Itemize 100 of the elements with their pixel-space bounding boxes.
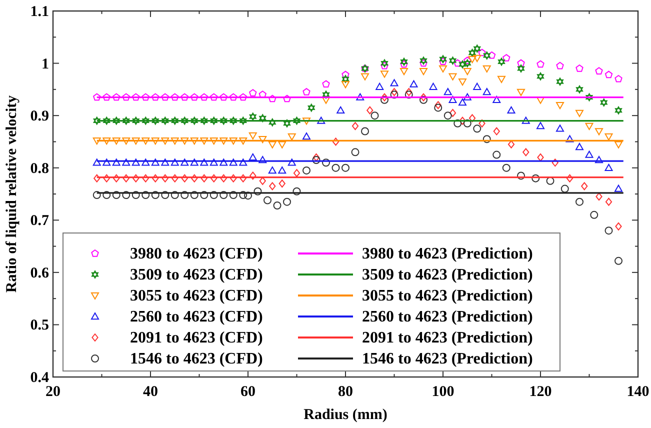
- point: [132, 116, 140, 125]
- legend-label: 3980 to 4623 (CFD): [130, 246, 263, 262]
- point: [92, 158, 101, 166]
- point: [615, 222, 622, 230]
- point: [190, 116, 198, 125]
- point: [122, 93, 130, 101]
- point: [92, 138, 101, 145]
- point: [502, 54, 510, 62]
- point: [361, 127, 369, 136]
- point: [536, 60, 544, 68]
- point: [172, 174, 178, 182]
- point: [454, 119, 462, 128]
- point: [380, 96, 388, 104]
- point: [152, 116, 159, 125]
- point: [380, 62, 388, 70]
- point: [448, 73, 457, 80]
- point: [517, 59, 525, 67]
- point: [230, 93, 238, 101]
- point: [132, 93, 140, 101]
- point: [170, 138, 179, 145]
- point: [268, 94, 276, 102]
- point: [112, 158, 120, 166]
- point: [576, 64, 584, 72]
- point: [142, 191, 150, 200]
- point: [420, 93, 427, 102]
- legend-label: 2560 to 4623 (Prediction): [362, 308, 533, 326]
- point: [522, 116, 530, 124]
- y-tick-label: 0.8: [30, 160, 49, 177]
- point: [162, 116, 169, 125]
- point: [400, 68, 408, 76]
- point: [536, 72, 544, 80]
- legend-label: 3055 to 4623 (CFD): [130, 288, 263, 304]
- point: [229, 158, 238, 166]
- point: [302, 118, 310, 125]
- point: [604, 226, 613, 235]
- point: [112, 191, 120, 200]
- point: [492, 96, 501, 104]
- point: [370, 112, 379, 120]
- point: [448, 96, 457, 104]
- point: [380, 70, 388, 78]
- point: [288, 158, 296, 166]
- point: [400, 58, 408, 66]
- point: [190, 191, 198, 200]
- point: [556, 102, 564, 110]
- point: [449, 108, 456, 117]
- point: [322, 158, 330, 167]
- point: [459, 116, 466, 125]
- point: [474, 44, 481, 53]
- point: [556, 124, 564, 132]
- point: [220, 138, 228, 145]
- point: [614, 256, 622, 265]
- point: [161, 93, 169, 101]
- point: [239, 93, 247, 101]
- point: [576, 110, 584, 117]
- point: [596, 192, 602, 201]
- point: [464, 59, 471, 68]
- point: [151, 158, 160, 166]
- point: [576, 85, 584, 94]
- point: [288, 133, 296, 140]
- point: [230, 116, 237, 125]
- point: [132, 158, 140, 166]
- point: [254, 187, 262, 196]
- point: [210, 138, 218, 145]
- x-axis-title: Radius (mm): [304, 407, 388, 423]
- point: [220, 158, 228, 166]
- point: [200, 158, 208, 166]
- point: [180, 158, 189, 166]
- point: [439, 58, 447, 66]
- point: [517, 64, 525, 73]
- point: [181, 116, 188, 125]
- legend-label: 3509 to 4623 (Prediction): [362, 266, 533, 284]
- x-tick-label: 60: [240, 384, 256, 400]
- point: [142, 138, 150, 145]
- point: [151, 191, 160, 200]
- point: [478, 48, 486, 56]
- point: [220, 174, 227, 182]
- y-tick-label: 0.4: [30, 370, 50, 386]
- point: [595, 67, 603, 74]
- x-tick-label: 140: [626, 384, 650, 400]
- point: [590, 210, 598, 219]
- legend-label: 1546 to 4623 (CFD): [130, 350, 263, 368]
- point: [103, 174, 110, 182]
- point: [142, 174, 149, 182]
- y-tick-label: 1.1: [30, 4, 49, 20]
- point: [336, 106, 345, 114]
- point: [152, 93, 160, 101]
- point: [200, 116, 208, 125]
- point: [93, 93, 101, 101]
- legend-label: 3055 to 4623 (Prediction): [362, 288, 533, 304]
- point: [507, 106, 516, 114]
- point: [332, 138, 340, 146]
- point: [458, 60, 466, 68]
- point: [210, 191, 218, 200]
- point: [283, 198, 291, 206]
- point: [468, 48, 476, 57]
- point: [614, 74, 622, 82]
- point: [483, 51, 490, 60]
- point: [268, 141, 276, 148]
- point: [400, 60, 408, 68]
- point: [581, 182, 588, 190]
